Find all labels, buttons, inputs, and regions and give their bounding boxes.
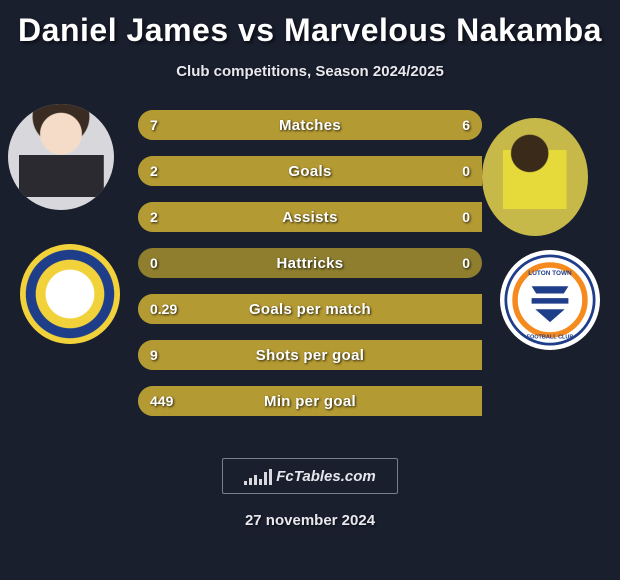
stat-label: Shots per goal (138, 347, 482, 364)
stat-row: 449Min per goal (138, 386, 482, 416)
stat-value-left: 0 (150, 255, 158, 271)
stat-row: 0Hattricks0 (138, 248, 482, 278)
comparison-date: 27 november 2024 (0, 512, 620, 529)
stat-label: Min per goal (138, 393, 482, 410)
stat-value-right: 6 (462, 117, 470, 133)
stat-label: Assists (138, 209, 482, 226)
stat-row: 2Assists0 (138, 202, 482, 232)
logo-bars-icon (244, 467, 272, 485)
stat-value-right: 0 (462, 163, 470, 179)
stat-value-left: 2 (150, 163, 158, 179)
stat-label: Goals (138, 163, 482, 180)
season-subtitle: Club competitions, Season 2024/2025 (0, 63, 620, 80)
stat-label: Matches (138, 117, 482, 134)
stats-container: 7Matches62Goals02Assists00Hattricks00.29… (138, 110, 482, 432)
stat-label: Hattricks (138, 255, 482, 272)
stat-value-right: 0 (462, 255, 470, 271)
club-left-badge (20, 244, 120, 344)
stat-label: Goals per match (138, 301, 482, 318)
comparison-title: Daniel James vs Marvelous Nakamba (0, 0, 620, 49)
player-right-avatar (482, 118, 588, 236)
player-left-avatar (8, 104, 114, 210)
stat-value-left: 0.29 (150, 301, 177, 317)
svg-text:FOOTBALL CLUB: FOOTBALL CLUB (527, 335, 574, 341)
stat-value-left: 2 (150, 209, 158, 225)
stat-value-left: 7 (150, 117, 158, 133)
stat-value-right: 0 (462, 209, 470, 225)
stat-row: 0.29Goals per match (138, 294, 482, 324)
fctables-logo: FcTables.com (222, 458, 398, 494)
svg-text:LUTON TOWN: LUTON TOWN (528, 270, 572, 277)
stat-row: 2Goals0 (138, 156, 482, 186)
stat-row: 9Shots per goal (138, 340, 482, 370)
comparison-content: LUTON TOWN FOOTBALL CLUB 7Matches62Goals… (0, 110, 620, 440)
stat-value-left: 449 (150, 393, 173, 409)
logo-text: FcTables.com (276, 468, 375, 485)
stat-value-left: 9 (150, 347, 158, 363)
stat-row: 7Matches6 (138, 110, 482, 140)
club-right-badge: LUTON TOWN FOOTBALL CLUB (500, 250, 600, 350)
